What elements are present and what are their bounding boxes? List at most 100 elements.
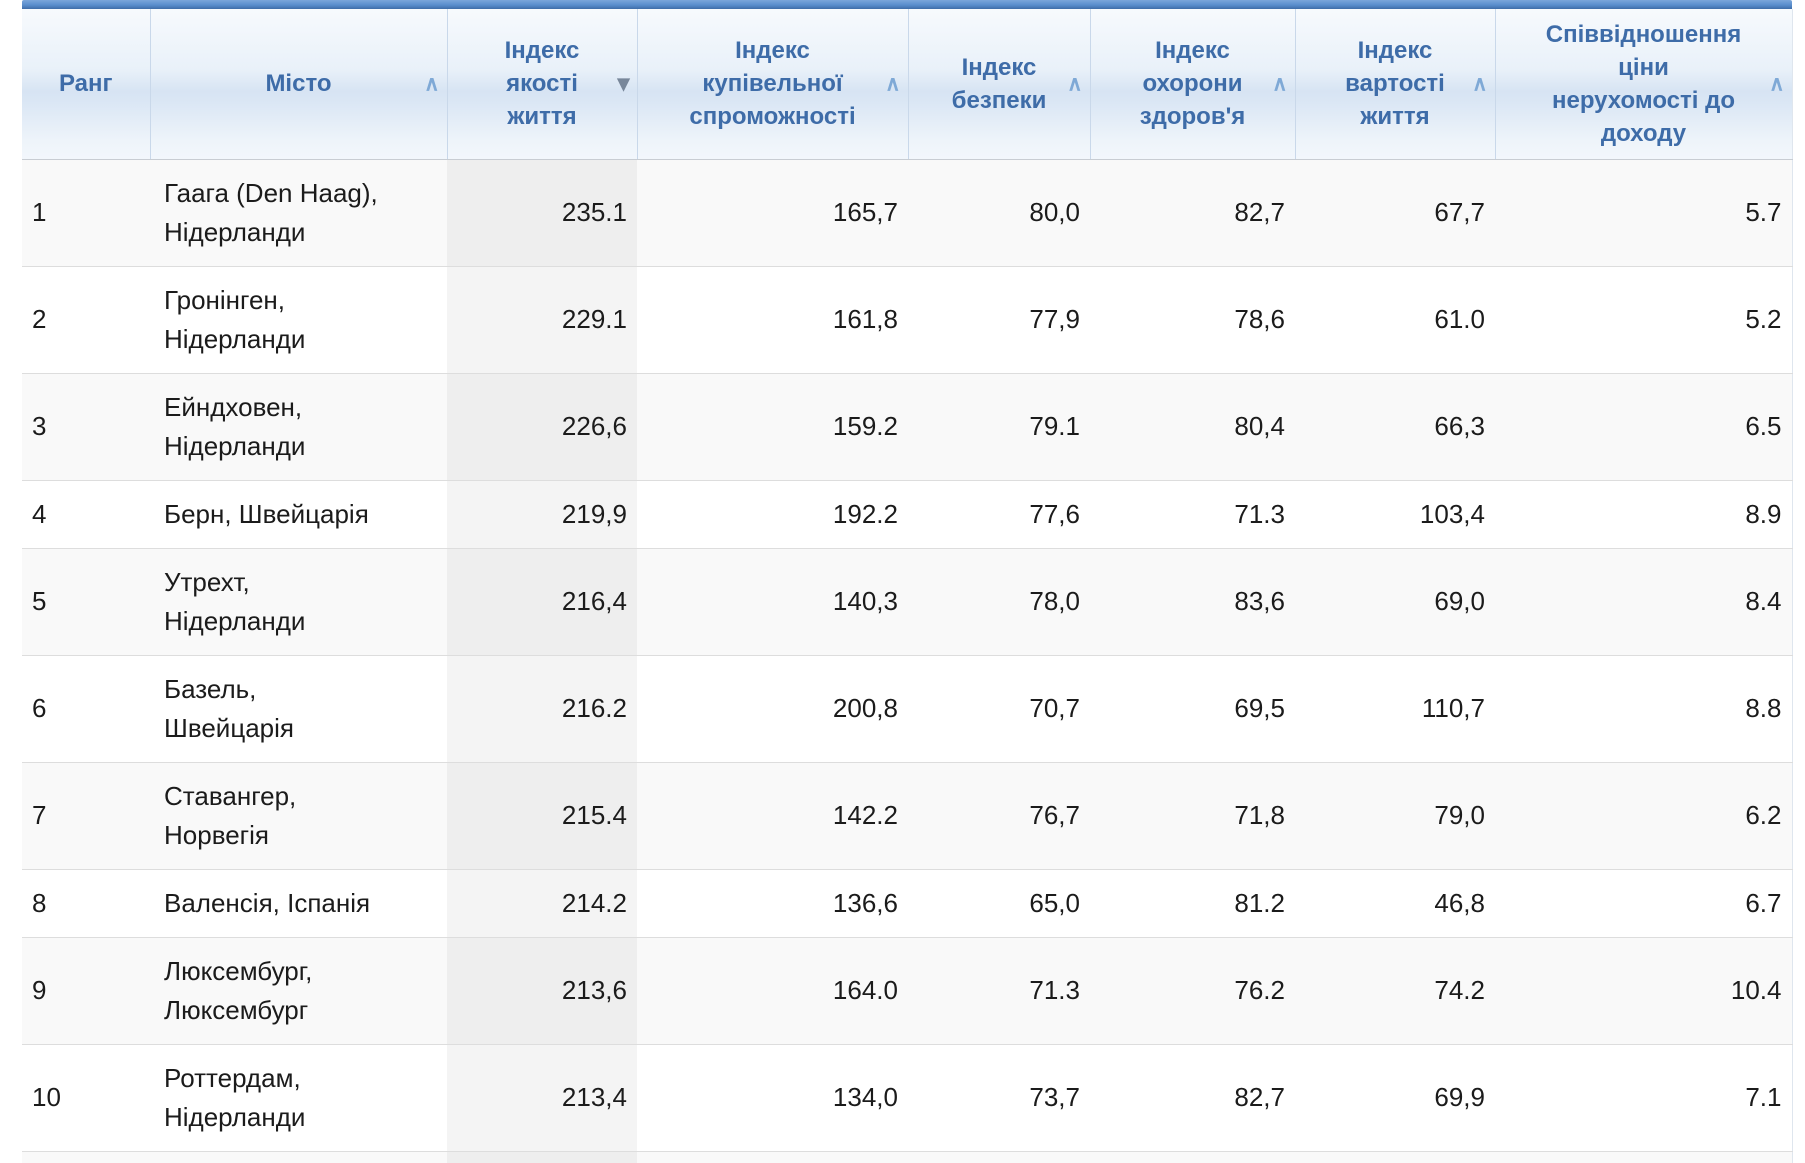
triangle-down-icon: ▾ bbox=[617, 69, 630, 97]
table-row: 2 Гронінген, Нідерланди 229.1 161,8 77,9 78,6… bbox=[22, 266, 1792, 374]
cell-cost-of-living: 79,0 bbox=[1295, 762, 1495, 870]
cell-property-price-to-income: 6.5 bbox=[1495, 373, 1792, 481]
chevron-up-icon: ∧ bbox=[1769, 72, 1785, 96]
cell-rank: 7 bbox=[22, 762, 150, 870]
cell-quality-of-life: 226,6 bbox=[447, 373, 637, 481]
cell-safety: 71.3 bbox=[908, 937, 1090, 1045]
cell-city bbox=[150, 1151, 447, 1163]
cell-city: Люксембург, Люксембург bbox=[150, 937, 447, 1045]
cell-purchasing-power: 136,6 bbox=[637, 869, 908, 938]
cell-city: Гронінген, Нідерланди bbox=[150, 266, 447, 374]
cell-property-price-to-income: 8.8 bbox=[1495, 655, 1792, 763]
cell-rank: 5 bbox=[22, 548, 150, 656]
cell-cost-of-living: 74.2 bbox=[1295, 937, 1495, 1045]
cell-purchasing-power: 159.2 bbox=[637, 373, 908, 481]
cell-health-care: 81.2 bbox=[1090, 869, 1295, 938]
cell-cost-of-living: 66,3 bbox=[1295, 373, 1495, 481]
column-label-safety: Індекс безпеки bbox=[951, 53, 1047, 114]
cell-property-price-to-income: 5.7 bbox=[1495, 159, 1792, 267]
cell-safety bbox=[908, 1151, 1090, 1163]
cell-health-care: 80,4 bbox=[1090, 373, 1295, 481]
column-label-purchasing-power: Індекс купівельної спроможності bbox=[689, 37, 856, 131]
cell-purchasing-power: 200,8 bbox=[637, 655, 908, 763]
cell-safety: 77,9 bbox=[908, 266, 1090, 374]
column-header-health-care[interactable]: Індекс охорони здоров'я ∧ bbox=[1089, 9, 1295, 160]
table-head: Ранг Місто ∧ Індекс якості життя ▾ Індекс куп… bbox=[22, 9, 1792, 160]
cell-rank: 6 bbox=[22, 655, 150, 763]
cell-safety: 76,7 bbox=[908, 762, 1090, 870]
cell-quality-of-life bbox=[447, 1151, 637, 1163]
cell-city: Утрехт, Нідерланди bbox=[150, 548, 447, 656]
table-top-bar bbox=[22, 0, 1792, 9]
chevron-up-icon: ∧ bbox=[1067, 72, 1083, 96]
cell-rank: 1 bbox=[22, 159, 150, 267]
column-header-property-price-to-income[interactable]: Співвідношення ціни нерухомості до доход… bbox=[1494, 9, 1792, 160]
cell-cost-of-living bbox=[1295, 1151, 1495, 1163]
cell-property-price-to-income: 10.4 bbox=[1495, 937, 1792, 1045]
column-label-cost-of-living: Індекс вартості життя bbox=[1345, 37, 1445, 131]
cell-rank: 9 bbox=[22, 937, 150, 1045]
cell-health-care: 69,5 bbox=[1090, 655, 1295, 763]
rankings-table: Ранг Місто ∧ Індекс якості життя ▾ Індекс куп… bbox=[22, 9, 1793, 1163]
cell-rank: 3 bbox=[22, 373, 150, 481]
cell-cost-of-living: 67,7 bbox=[1295, 159, 1495, 267]
cell-cost-of-living: 46,8 bbox=[1295, 869, 1495, 938]
table-row: 5 Утрехт, Нідерланди 216,4 140,3 78,0 83,6 69,… bbox=[22, 548, 1792, 656]
column-header-rank[interactable]: Ранг bbox=[22, 9, 150, 160]
column-header-cost-of-living[interactable]: Індекс вартості життя ∧ bbox=[1294, 9, 1495, 160]
column-header-safety[interactable]: Індекс безпеки ∧ bbox=[907, 9, 1090, 160]
cell-quality-of-life: 215.4 bbox=[447, 762, 637, 870]
column-header-city[interactable]: Місто ∧ bbox=[149, 9, 447, 160]
city-rankings-table: Ранг Місто ∧ Індекс якості життя ▾ Індекс куп… bbox=[22, 0, 1793, 1163]
cell-city: Базель, Швейцарія bbox=[150, 655, 447, 763]
chevron-up-icon: ∧ bbox=[1272, 72, 1288, 96]
cell-cost-of-living: 69,9 bbox=[1295, 1044, 1495, 1152]
cell-property-price-to-income bbox=[1495, 1151, 1792, 1163]
cell-purchasing-power: 164.0 bbox=[637, 937, 908, 1045]
cell-property-price-to-income: 8.9 bbox=[1495, 480, 1792, 549]
cell-quality-of-life: 214.2 bbox=[447, 869, 637, 938]
cell-quality-of-life: 235.1 bbox=[447, 159, 637, 267]
cell-health-care: 78,6 bbox=[1090, 266, 1295, 374]
cell-purchasing-power: 140,3 bbox=[637, 548, 908, 656]
cell-safety: 79.1 bbox=[908, 373, 1090, 481]
cell-health-care: 82,7 bbox=[1090, 159, 1295, 267]
cell-quality-of-life: 229.1 bbox=[447, 266, 637, 374]
cell-safety: 77,6 bbox=[908, 480, 1090, 549]
column-label-city: Місто bbox=[265, 70, 332, 98]
cell-rank bbox=[22, 1151, 150, 1163]
cell-property-price-to-income: 5.2 bbox=[1495, 266, 1792, 374]
cell-city: Ставангер, Норвегія bbox=[150, 762, 447, 870]
cell-purchasing-power: 192.2 bbox=[637, 480, 908, 549]
cell-purchasing-power: 142.2 bbox=[637, 762, 908, 870]
cell-purchasing-power bbox=[637, 1151, 908, 1163]
table-row: 1 Гаага (Den Haag), Нідерланди 235.1 165,7 8… bbox=[22, 159, 1792, 267]
cell-safety: 78,0 bbox=[908, 548, 1090, 656]
table-body: 1 Гаага (Den Haag), Нідерланди 235.1 165,7 8… bbox=[22, 159, 1792, 1163]
table-row: 3 Ейндховен, Нідерланди 226,6 159.2 79.1 80,4… bbox=[22, 373, 1792, 481]
table-row: 9 Люксембург, Люксембург 213,6 164.0 71.3 76.… bbox=[22, 937, 1792, 1045]
cell-quality-of-life: 216,4 bbox=[447, 548, 637, 656]
chevron-up-icon: ∧ bbox=[424, 72, 440, 96]
cell-safety: 80,0 bbox=[908, 159, 1090, 267]
cell-cost-of-living: 61.0 bbox=[1295, 266, 1495, 374]
cell-health-care: 82,7 bbox=[1090, 1044, 1295, 1152]
column-header-purchasing-power[interactable]: Індекс купівельної спроможності ∧ bbox=[636, 9, 908, 160]
cell-rank: 8 bbox=[22, 869, 150, 938]
column-label-quality-of-life: Індекс якості життя bbox=[504, 37, 580, 131]
cell-purchasing-power: 134,0 bbox=[637, 1044, 908, 1152]
column-header-quality-of-life[interactable]: Індекс якості життя ▾ bbox=[446, 9, 637, 160]
column-label-rank: Ранг bbox=[58, 70, 113, 98]
cell-rank: 10 bbox=[22, 1044, 150, 1152]
cell-city: Берн, Швейцарія bbox=[150, 480, 447, 549]
cell-property-price-to-income: 8.4 bbox=[1495, 548, 1792, 656]
cell-health-care bbox=[1090, 1151, 1295, 1163]
cell-property-price-to-income: 6.7 bbox=[1495, 869, 1792, 938]
table-row: 7 Ставангер, Норвегія 215.4 142.2 76,7 71,8 79… bbox=[22, 762, 1792, 870]
cell-cost-of-living: 110,7 bbox=[1295, 655, 1495, 763]
cell-city: Гаага (Den Haag), Нідерланди bbox=[150, 159, 447, 267]
cell-health-care: 76.2 bbox=[1090, 937, 1295, 1045]
chevron-up-icon: ∧ bbox=[885, 72, 901, 96]
table-row: 8 Валенсія, Іспанія 214.2 136,6 65,0 81.2 46,8… bbox=[22, 869, 1792, 938]
